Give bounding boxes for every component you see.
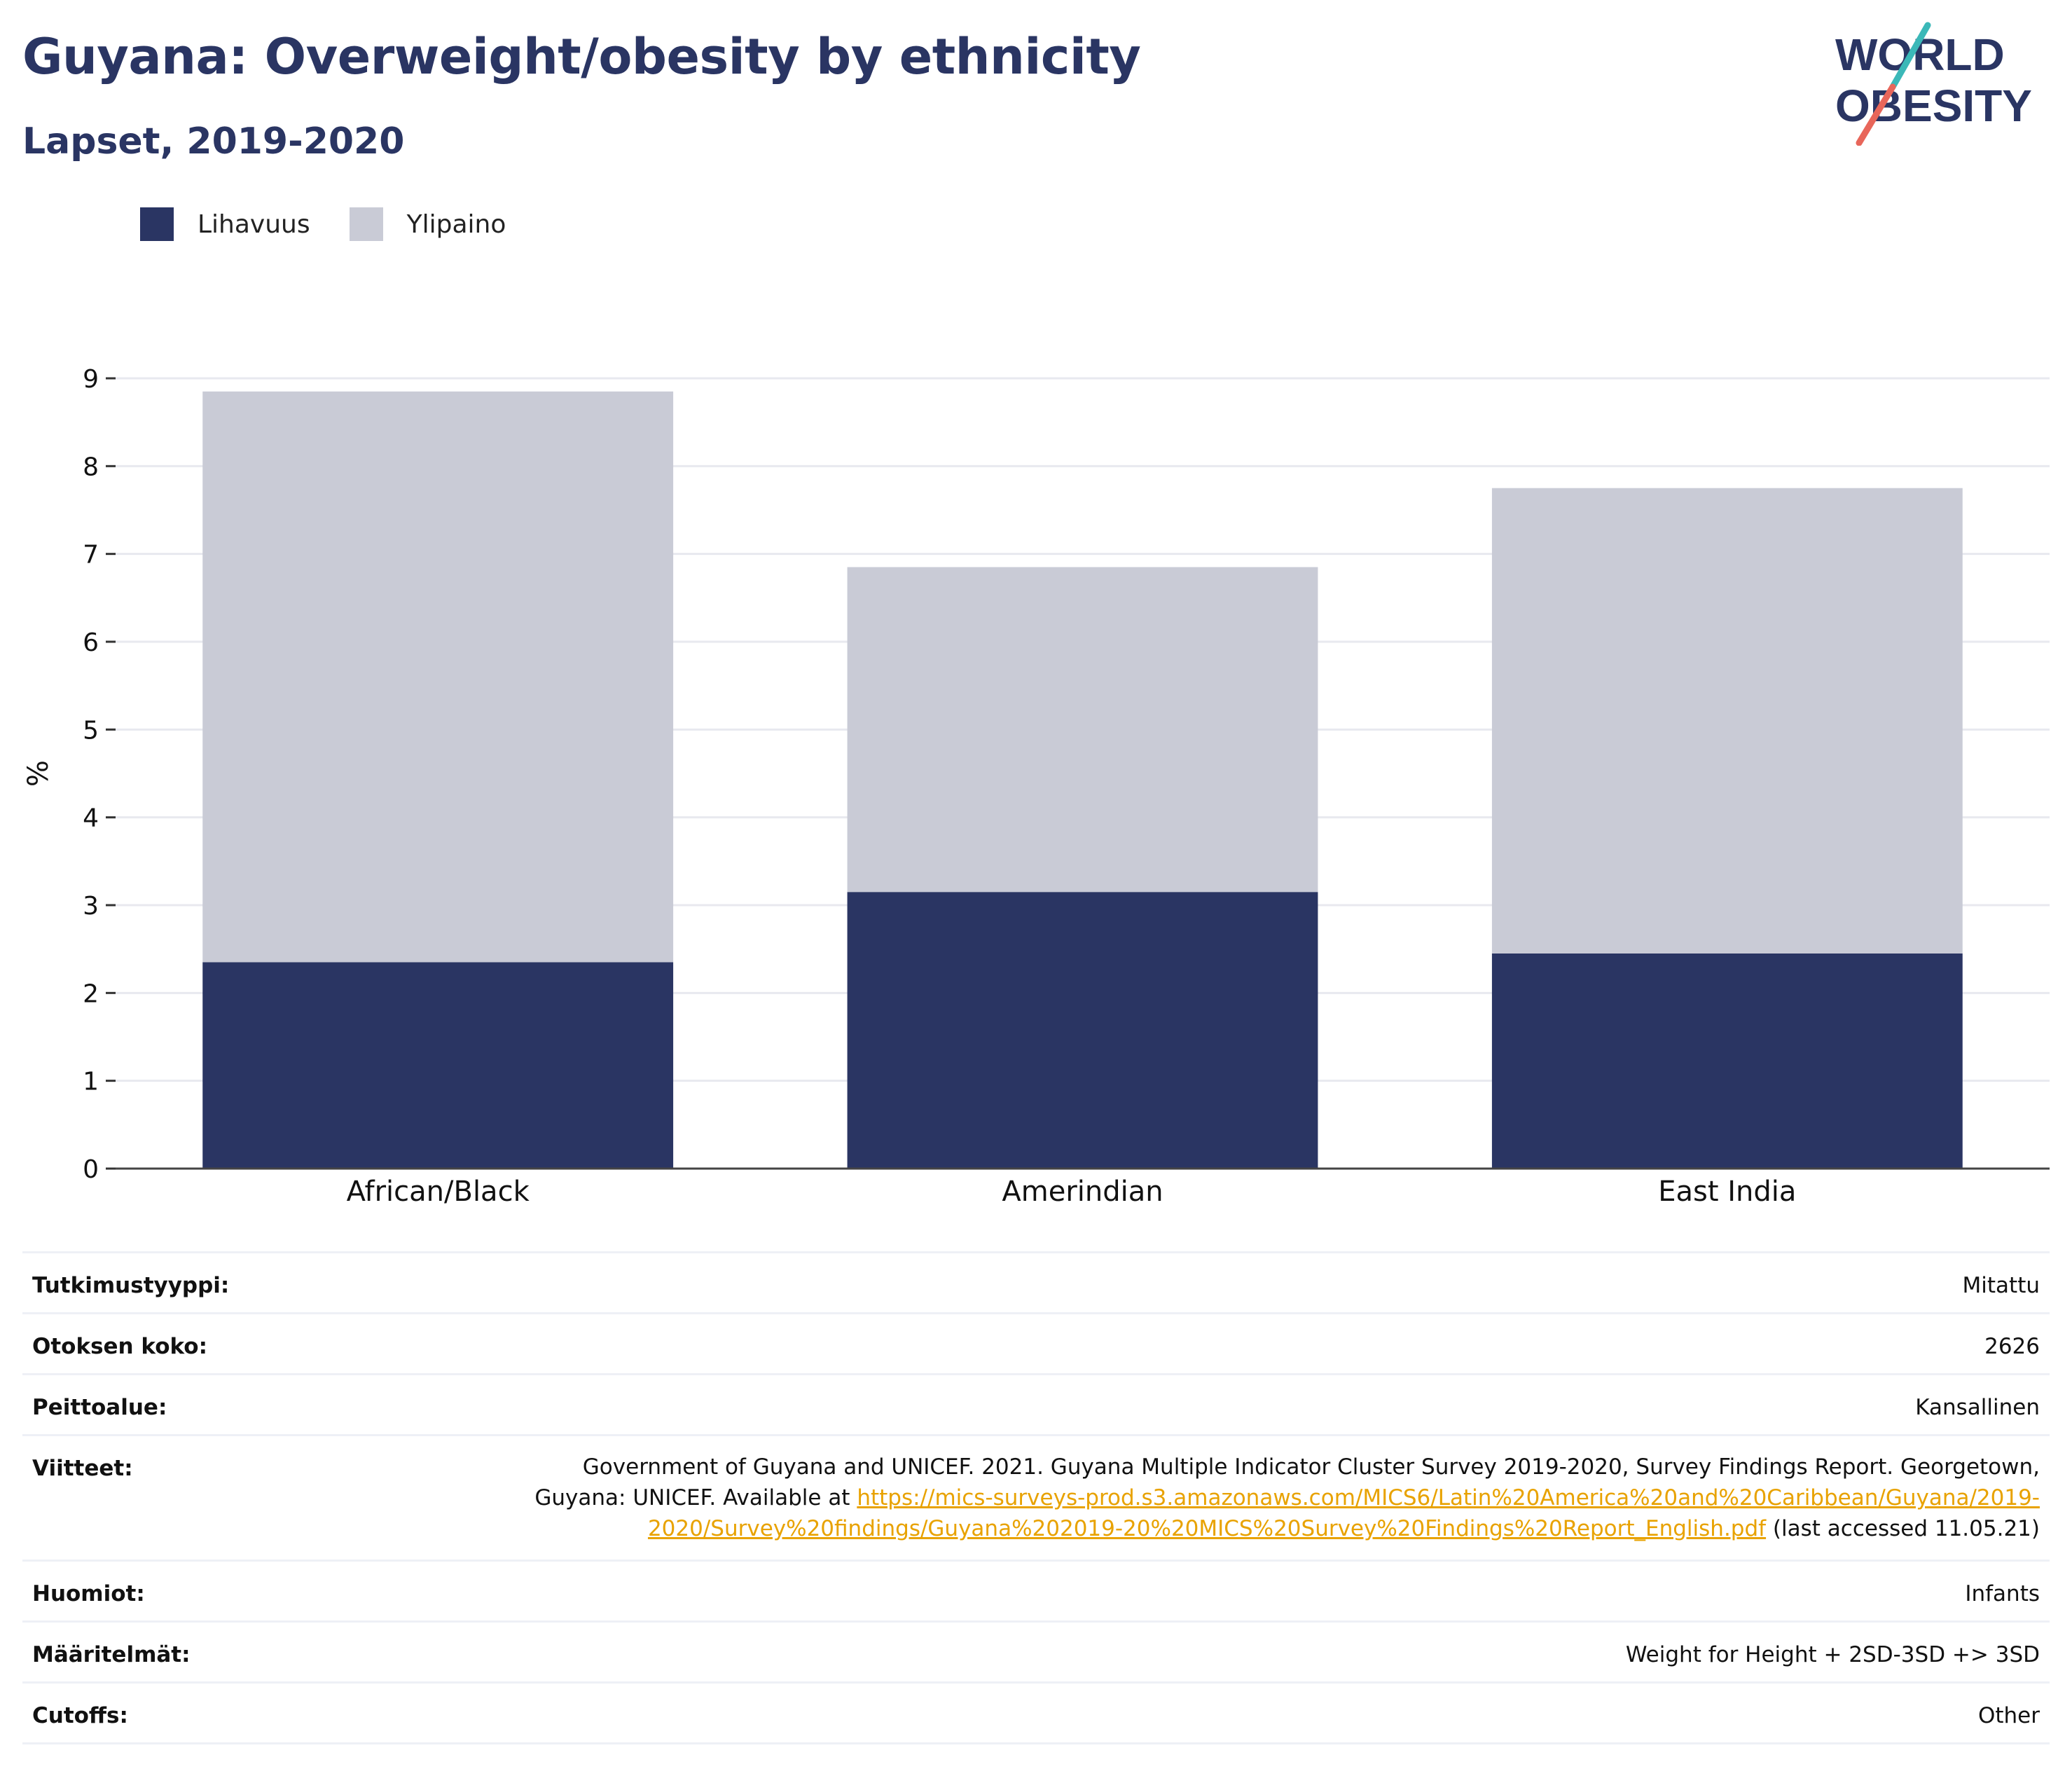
x-tick-label: African/Black bbox=[347, 1176, 530, 1208]
bar-overweight bbox=[202, 391, 674, 963]
meta-row-study-type: Tutkimustyyppi: Mitattu bbox=[22, 1251, 2050, 1312]
meta-value-study-type: Mitattu bbox=[1962, 1273, 2040, 1298]
legend: Lihavuus Ylipaino bbox=[140, 207, 545, 241]
bar-overweight bbox=[847, 567, 1318, 893]
bar-overweight bbox=[1491, 488, 1963, 954]
references-suffix: (last accessed 11.05.21) bbox=[1766, 1516, 2040, 1541]
y-tick-label: 6 bbox=[83, 628, 99, 657]
y-tick-label: 2 bbox=[83, 979, 99, 1008]
legend-swatch-obesity bbox=[140, 207, 174, 241]
meta-label-study-type: Tutkimustyyppi: bbox=[32, 1273, 230, 1298]
bar-chart: 0 1 2 3 4 5 6 7 8 9% African/Black Amerindian East I… bbox=[22, 365, 2050, 1208]
meta-row-references: Viitteet: Government of Guyana and UNICE… bbox=[22, 1434, 2050, 1560]
x-tick-label: Amerindian bbox=[1002, 1176, 1163, 1208]
meta-value-coverage: Kansallinen bbox=[1915, 1395, 2040, 1420]
y-tick-label: 7 bbox=[83, 541, 99, 570]
meta-row-sample-size: Otoksen koko: 2626 bbox=[22, 1312, 2050, 1373]
y-tick-label: 4 bbox=[83, 804, 99, 833]
meta-row-notes: Huomiot: Infants bbox=[22, 1560, 2050, 1620]
meta-label-coverage: Peittoalue: bbox=[32, 1395, 167, 1420]
meta-label-definitions: Määritelmät: bbox=[32, 1642, 191, 1667]
bar-obesity bbox=[202, 962, 674, 1169]
y-tick-label: 3 bbox=[83, 892, 99, 921]
metadata-table: Tutkimustyyppi: Mitattu Otoksen koko: 26… bbox=[22, 1251, 2050, 1744]
references-text: Government of Guyana and UNICEF. 2021. G… bbox=[534, 1454, 2040, 1510]
logo-slash-teal bbox=[1889, 22, 1931, 90]
meta-row-cutoffs: Cutoffs: Other bbox=[22, 1681, 2050, 1744]
y-tick-label: 0 bbox=[83, 1155, 99, 1184]
logo-line2: OBESITY bbox=[1835, 81, 2032, 131]
bar-obesity bbox=[1491, 953, 1963, 1169]
meta-value-notes: Infants bbox=[1965, 1581, 2040, 1606]
legend-label-obesity: Lihavuus bbox=[198, 209, 310, 239]
logo-slash-coral bbox=[1856, 83, 1896, 146]
world-obesity-logo: WORLD OBESITY bbox=[1835, 22, 2032, 146]
y-tick-label: 5 bbox=[83, 716, 99, 745]
chart-title: Guyana: Overweight/obesity by ethnicity bbox=[22, 28, 1141, 85]
chart-subtitle: Lapset, 2019-2020 bbox=[22, 121, 405, 163]
legend-item-overweight[interactable]: Ylipaino bbox=[349, 207, 506, 241]
legend-item-obesity[interactable]: Lihavuus bbox=[140, 207, 310, 241]
meta-row-definitions: Määritelmät: Weight for Height + 2SD-3SD… bbox=[22, 1620, 2050, 1681]
meta-value-definitions: Weight for Height + 2SD-3SD +> 3SD bbox=[1625, 1642, 2040, 1667]
meta-value-sample-size: 2626 bbox=[1984, 1334, 2040, 1359]
meta-value-cutoffs: Other bbox=[1977, 1703, 2040, 1728]
meta-value-references: Government of Guyana and UNICEF. 2021. G… bbox=[499, 1436, 2040, 1560]
references-link[interactable]: https://mics-surveys-prod.s3.amazonaws.c… bbox=[647, 1485, 2040, 1541]
x-tick-label: East India bbox=[1658, 1176, 1796, 1208]
y-tick-label: 1 bbox=[83, 1068, 99, 1096]
meta-label-references: Viitteet: bbox=[32, 1456, 133, 1481]
meta-label-cutoffs: Cutoffs: bbox=[32, 1703, 128, 1728]
y-tick-label: 8 bbox=[83, 453, 99, 481]
legend-swatch-overweight bbox=[349, 207, 383, 241]
meta-label-notes: Huomiot: bbox=[32, 1581, 145, 1606]
meta-row-coverage: Peittoalue: Kansallinen bbox=[22, 1373, 2050, 1434]
bar-obesity bbox=[847, 892, 1318, 1169]
y-axis-label: % bbox=[22, 760, 55, 787]
legend-label-overweight: Ylipaino bbox=[406, 209, 506, 239]
y-tick-label: 9 bbox=[83, 365, 99, 394]
meta-label-sample-size: Otoksen koko: bbox=[32, 1334, 207, 1359]
